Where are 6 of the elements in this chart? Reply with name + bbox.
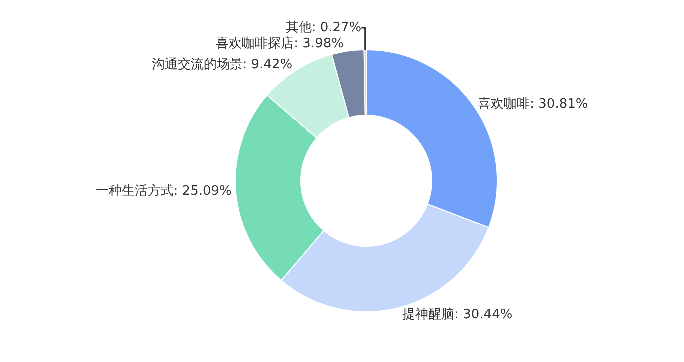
slice-label: 其他: 0.27% bbox=[286, 20, 362, 36]
slice-label: 喜欢咖啡: 30.81% bbox=[478, 96, 588, 112]
slice-label: 沟通交流的场景: 9.42% bbox=[152, 56, 293, 72]
slice-label: 一种生活方式: 25.09% bbox=[96, 183, 232, 200]
slice-label: 喜欢咖啡探店: 3.98% bbox=[216, 35, 344, 52]
slice-label: 提神醒脑: 30.44% bbox=[402, 307, 513, 322]
